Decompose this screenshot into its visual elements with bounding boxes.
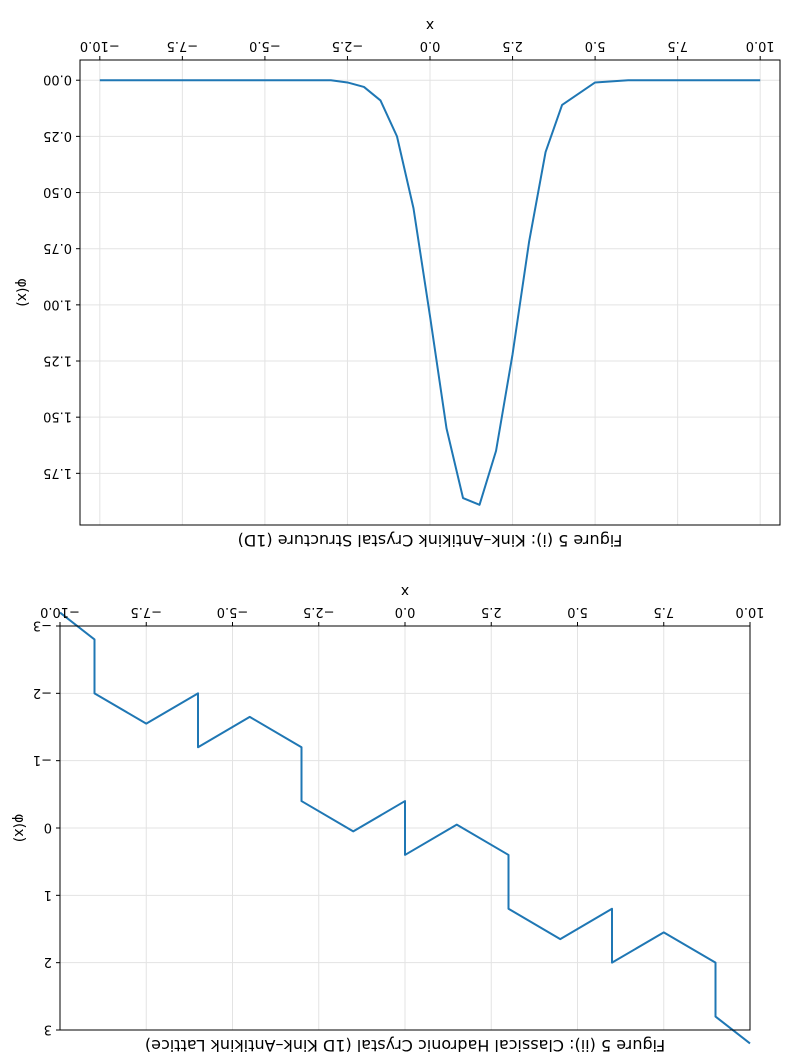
x-tick-label: 0.0 [395,604,416,619]
y-axis-label: φ(x) [11,814,27,842]
y-tick-label: 3 [44,1022,52,1037]
x-tick-label: −10.0 [80,38,120,53]
x-tick-label: −2.5 [303,604,335,619]
x-tick-label: −7.5 [130,604,162,619]
x-tick-label: 0.0 [420,38,441,53]
x-tick-label: −5.0 [249,38,281,53]
y-tick-label: 1.00 [43,296,72,311]
x-tick-label: 2.5 [481,604,502,619]
y-tick-label: 0 [44,820,52,835]
series-line [59,611,751,1045]
chart-title: Figure 5 (i): Kink–Antikink Crystal Stru… [238,531,623,550]
x-tick-label: 7.5 [667,38,688,53]
y-tick-label: 1.50 [43,409,72,424]
x-tick-label: 5.0 [567,604,588,619]
x-tick-label: 2.5 [502,38,523,53]
y-tick-label: 0.50 [43,184,72,199]
chart-title: Figure 5 (ii): Classical Hadronic Crysta… [145,1036,665,1055]
series-line [99,79,761,506]
chart-kink-antikink-crystal: −10.0 −7.5 −5.0 −2.5 0.0 2.5 5.0 7.5 10.0 0.00 0.2… [14,17,781,550]
y-tick-label: 1.75 [43,465,72,480]
y-tick-label: 1 [44,887,52,902]
x-axis-label: x [426,17,434,33]
x-axis-label: x [401,583,409,599]
y-axis-label: φ(x) [14,278,30,306]
x-tick-label: 7.5 [653,604,674,619]
x-tick-label: 10.0 [746,38,775,53]
y-tick-label: −3 [33,618,52,633]
y-tick-label: −1 [33,752,52,767]
x-tick-label: −5.0 [217,604,249,619]
x-tick-label: −2.5 [332,38,364,53]
y-tick-label: 1.25 [43,353,72,368]
y-tick-label: 0.00 [43,72,72,87]
y-tick-label: −2 [33,685,52,700]
x-tick-label: 10.0 [736,604,765,619]
chart-hadronic-crystal: −10.0 −7.5 −5.0 −2.5 0.0 2.5 5.0 7.5 10.0 −3 −2 −1 0… [11,583,764,1055]
y-tick-label: 0.25 [43,128,72,143]
x-tick-label: −10.0 [40,604,80,619]
y-tick-label: 2 [44,954,52,969]
x-tick-label: 5.0 [585,38,606,53]
y-tick-label: 0.75 [43,240,72,255]
x-tick-label: −7.5 [167,38,199,53]
